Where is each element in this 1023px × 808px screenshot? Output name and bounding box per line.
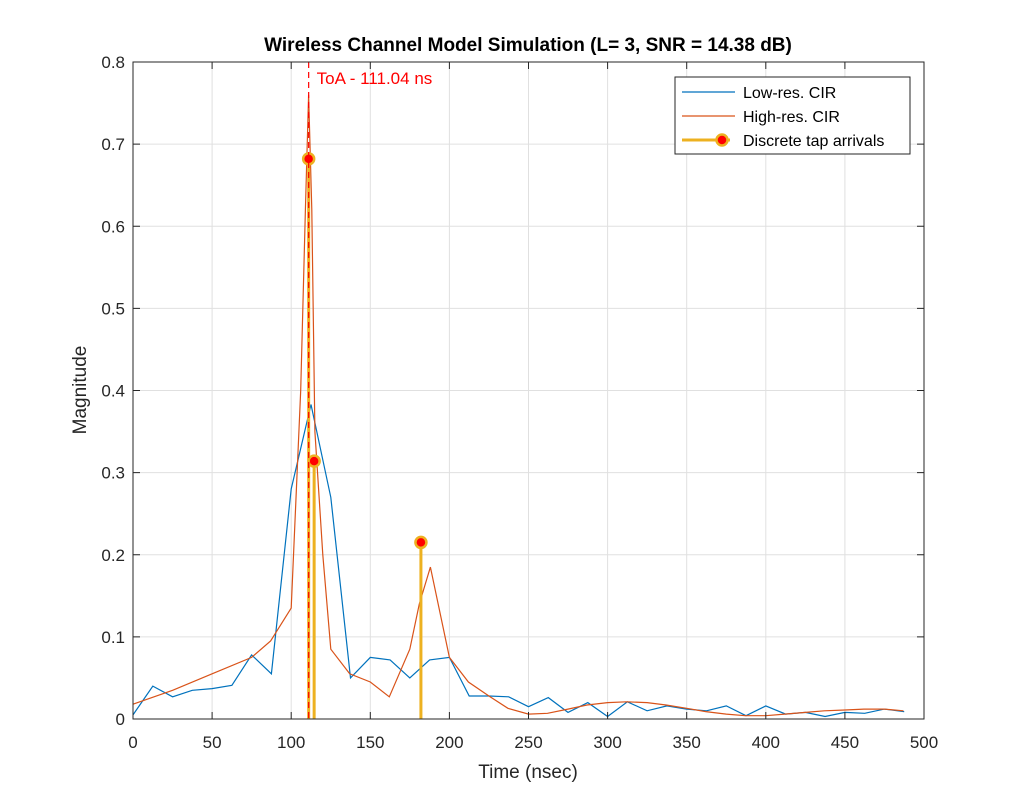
x-tick-label: 100 xyxy=(277,733,305,752)
legend-swatch-tap-marker xyxy=(715,133,729,147)
legend-entry-label: High-res. CIR xyxy=(743,109,840,126)
y-tick-label: 0.2 xyxy=(101,546,125,565)
low-res-cir-line xyxy=(132,404,905,718)
x-tick-label: 0 xyxy=(128,733,137,752)
x-tick-label: 400 xyxy=(752,733,780,752)
x-tick-label: 150 xyxy=(356,733,384,752)
x-axis-label: Time (nsec) xyxy=(478,762,578,783)
x-tick-label: 250 xyxy=(514,733,542,752)
legend-entry-label: Discrete tap arrivals xyxy=(743,133,884,150)
toa-annotation-label: ToA - 111.04 ns xyxy=(317,69,433,88)
x-tick-label: 450 xyxy=(831,733,859,752)
y-tick-label: 0 xyxy=(116,710,125,729)
legend-entry-label: Low-res. CIR xyxy=(743,85,836,102)
y-tick-label: 0.5 xyxy=(101,299,125,318)
y-tick-label: 0.3 xyxy=(101,464,125,483)
x-tick-label: 300 xyxy=(593,733,621,752)
x-tick-label: 350 xyxy=(673,733,701,752)
y-tick-label: 0.6 xyxy=(101,217,125,236)
tap-marker xyxy=(414,535,428,550)
chart-title: Wireless Channel Model Simulation (L= 3,… xyxy=(264,35,792,56)
legend: Low-res. CIR High-res. CIR Discrete tap ar… xyxy=(674,76,911,155)
tap-marker xyxy=(307,454,321,468)
y-axis-label: Magnitude xyxy=(70,346,91,435)
y-tick-label: 0.7 xyxy=(101,135,125,154)
axis-ticks: 0 50 100 150 200 250 300 350 400 450 500 0 0.1 0.2 0.3… xyxy=(101,53,938,752)
x-tick-label: 50 xyxy=(203,733,222,752)
annotation-layer: ToA - 111.04 ns xyxy=(308,62,433,719)
y-tick-label: 0.1 xyxy=(101,628,125,647)
x-tick-label: 200 xyxy=(435,733,463,752)
y-tick-label: 0.4 xyxy=(101,382,125,401)
x-tick-label: 500 xyxy=(910,733,938,752)
y-tick-label: 0.8 xyxy=(101,53,125,72)
